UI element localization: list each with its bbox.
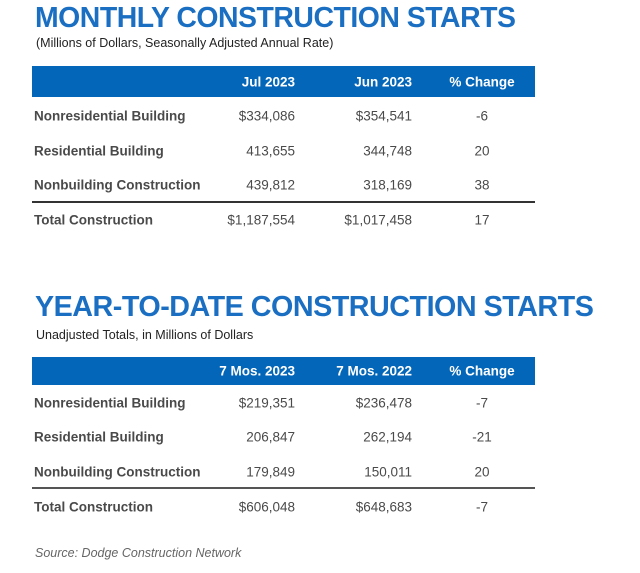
table-row: Nonresidential Building $334,086 $354,54… (32, 101, 535, 131)
row-label: Nonresidential Building (34, 395, 186, 411)
cell: $219,351 (238, 395, 295, 411)
monthly-subtitle: (Millions of Dollars, Seasonally Adjuste… (36, 36, 334, 50)
table-row: Nonbuilding Construction 179,849 150,011… (32, 457, 535, 487)
ytd-subtitle: Unadjusted Totals, in Millions of Dollar… (36, 328, 254, 342)
col-header: % Change (449, 363, 515, 379)
table-header: 7 Mos. 2023 7 Mos. 2022 % Change (32, 357, 535, 385)
cell: $334,086 (238, 108, 295, 124)
cell: $236,478 (355, 395, 412, 411)
cell: $648,683 (355, 499, 412, 515)
total-divider (32, 201, 535, 203)
cell: 344,748 (363, 143, 412, 159)
row-label: Total Construction (34, 212, 153, 228)
table-row: Nonbuilding Construction 439,812 318,169… (32, 170, 535, 200)
col-header: 7 Mos. 2022 (336, 363, 412, 379)
cell: -7 (475, 395, 489, 411)
cell: $606,048 (238, 499, 295, 515)
source-note: Source: Dodge Construction Network (35, 546, 242, 560)
cell: 38 (474, 177, 490, 193)
row-label: Nonbuilding Construction (34, 464, 201, 480)
row-label: Nonresidential Building (34, 108, 186, 124)
cell: 20 (474, 143, 490, 159)
total-divider (32, 487, 535, 489)
col-header: 7 Mos. 2023 (219, 363, 295, 379)
row-label: Residential Building (34, 429, 164, 445)
cell: 262,194 (363, 429, 412, 445)
cell: $1,187,554 (227, 212, 295, 228)
cell: 439,812 (246, 177, 295, 193)
cell: 179,849 (246, 464, 295, 480)
monthly-title: MONTHLY CONSTRUCTION STARTS (35, 2, 516, 34)
cell: -7 (475, 499, 489, 515)
cell: $354,541 (355, 108, 412, 124)
col-header: Jul 2023 (241, 74, 295, 89)
row-label: Nonbuilding Construction (34, 177, 201, 193)
table-header: Jul 2023 Jun 2023 % Change (32, 66, 535, 97)
cell: 150,011 (364, 464, 412, 480)
total-row: Total Construction $1,187,554 $1,017,458… (32, 205, 535, 235)
cell: $1,017,458 (344, 212, 412, 228)
table-row: Residential Building 413,655 344,748 20 (32, 136, 535, 166)
cell: 413,655 (246, 143, 295, 159)
cell: 206,847 (246, 429, 295, 445)
cell: -6 (475, 108, 489, 124)
total-row: Total Construction $606,048 $648,683 -7 (32, 492, 535, 522)
cell: -21 (472, 429, 492, 445)
table-row: Residential Building 206,847 262,194 -21 (32, 422, 535, 452)
col-header: Jun 2023 (354, 74, 412, 89)
row-label: Total Construction (34, 499, 153, 515)
cell: 17 (474, 212, 490, 228)
cell: 318,169 (363, 177, 412, 193)
col-header: % Change (449, 74, 515, 89)
row-label: Residential Building (34, 143, 164, 159)
table-row: Nonresidential Building $219,351 $236,47… (32, 388, 535, 418)
cell: 20 (474, 464, 490, 480)
ytd-title: YEAR-TO-DATE CONSTRUCTION STARTS (35, 291, 594, 323)
